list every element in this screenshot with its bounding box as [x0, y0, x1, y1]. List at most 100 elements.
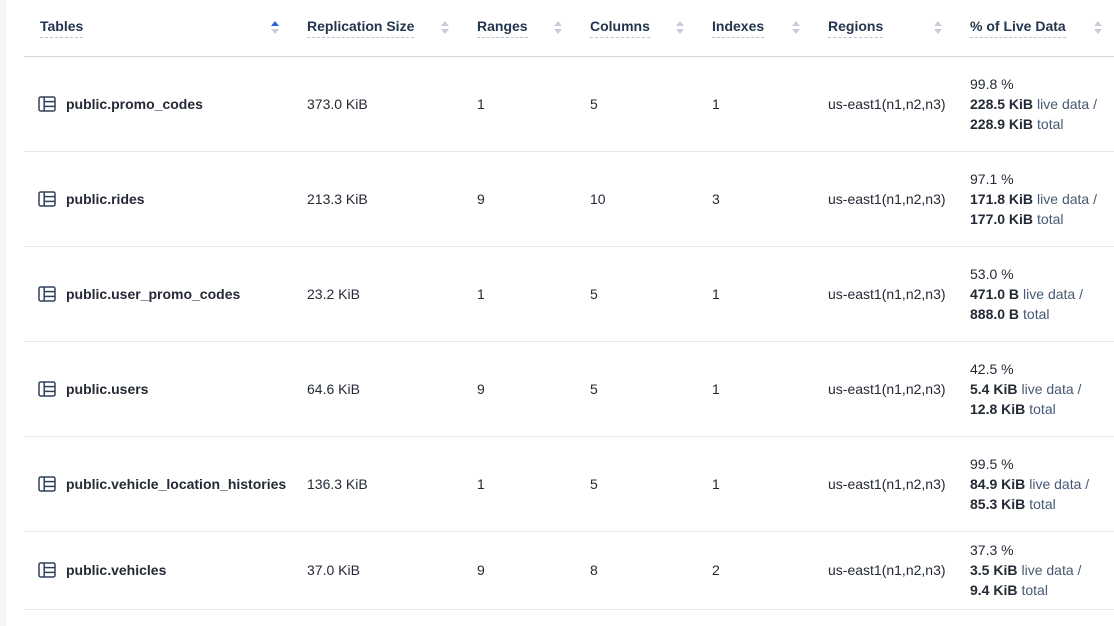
table-name-link[interactable]: public.user_promo_codes — [66, 285, 241, 302]
col-header-tables[interactable]: Tables — [24, 0, 307, 57]
tables-table: Tables Replication Size Ranges — [24, 0, 1114, 610]
sort-arrows-icon[interactable] — [934, 21, 942, 35]
indexes-cell: 1 — [712, 56, 828, 152]
live-data-cell: 97.1 % 171.8 KiB live data / 177.0 KiB tot… — [970, 151, 1114, 247]
col-header-live-data[interactable]: % of Live Data — [970, 0, 1114, 57]
regions-cell: us-east1(n1,n2,n3) — [828, 531, 970, 610]
total-size-line: 12.8 KiB total — [970, 400, 1056, 417]
table-name-link[interactable]: public.rides — [66, 190, 145, 207]
total-size-line: 85.3 KiB total — [970, 495, 1056, 512]
live-data-percent: 99.8 % — [970, 75, 1014, 92]
table-name-cell: public.rides — [24, 151, 307, 247]
live-data-cell: 99.5 % 84.9 KiB live data / 85.3 KiB total — [970, 436, 1114, 532]
live-data-percent: 37.3 % — [970, 542, 1014, 558]
live-data-cell: 37.3 % 3.5 KiB live data / 9.4 KiB total — [970, 531, 1114, 610]
indexes-cell: 1 — [712, 246, 828, 342]
col-header-label[interactable]: % of Live Data — [970, 18, 1066, 38]
regions-cell: us-east1(n1,n2,n3) — [828, 56, 970, 152]
live-data-size-line: 228.5 KiB live data / — [970, 95, 1097, 112]
col-header-replication-size[interactable]: Replication Size — [307, 0, 477, 57]
sort-arrows-icon[interactable] — [441, 21, 449, 35]
indexes-cell: 2 — [712, 531, 828, 610]
columns-cell: 5 — [590, 56, 712, 152]
columns-cell: 5 — [590, 436, 712, 532]
columns-cell: 5 — [590, 246, 712, 342]
col-header-label[interactable]: Columns — [590, 18, 650, 38]
table-grid-icon — [38, 285, 56, 303]
table-row[interactable]: public.vehicles 37.0 KiB 9 8 2 us-east1(… — [24, 531, 1114, 610]
live-data-size-line: 5.4 KiB live data / — [970, 380, 1082, 397]
columns-cell: 5 — [590, 341, 712, 437]
table-name-cell: public.vehicle_location_histories — [24, 436, 307, 532]
ranges-cell: 9 — [477, 151, 590, 247]
live-data-percent: 97.1 % — [970, 170, 1014, 187]
col-header-label[interactable]: Ranges — [477, 18, 528, 38]
columns-cell: 8 — [590, 531, 712, 610]
ranges-cell: 1 — [477, 56, 590, 152]
table-name-cell: public.vehicles — [24, 531, 307, 610]
table-grid-icon — [38, 475, 56, 493]
table-row[interactable]: public.vehicle_location_histories 136.3 … — [24, 436, 1114, 532]
table-row[interactable]: public.user_promo_codes 23.2 KiB 1 5 1 u… — [24, 246, 1114, 342]
col-header-label[interactable]: Tables — [40, 18, 84, 38]
table-grid-icon — [38, 190, 56, 208]
col-header-label[interactable]: Replication Size — [307, 18, 415, 38]
sort-arrows-icon[interactable] — [792, 21, 800, 35]
live-data-size-line: 84.9 KiB live data / — [970, 475, 1090, 492]
indexes-cell: 3 — [712, 151, 828, 247]
ranges-cell: 1 — [477, 246, 590, 342]
table-header-row: Tables Replication Size Ranges — [24, 0, 1114, 57]
replication-size-cell: 64.6 KiB — [307, 341, 477, 437]
live-data-percent: 53.0 % — [970, 265, 1014, 282]
col-header-label[interactable]: Indexes — [712, 18, 765, 38]
col-header-regions[interactable]: Regions — [828, 0, 970, 57]
replication-size-cell: 37.0 KiB — [307, 531, 477, 610]
indexes-cell: 1 — [712, 436, 828, 532]
ranges-cell: 9 — [477, 531, 590, 610]
table-body: public.promo_codes 373.0 KiB 1 5 1 us-ea… — [24, 56, 1114, 610]
sort-arrows-icon[interactable] — [1094, 21, 1102, 35]
col-header-label[interactable]: Regions — [828, 18, 884, 38]
table-name-cell: public.promo_codes — [24, 56, 307, 152]
table-name-cell: public.user_promo_codes — [24, 246, 307, 342]
table-name-link[interactable]: public.promo_codes — [66, 95, 203, 112]
indexes-cell: 1 — [712, 341, 828, 437]
ranges-cell: 9 — [477, 341, 590, 437]
table-grid-icon — [38, 380, 56, 398]
regions-cell: us-east1(n1,n2,n3) — [828, 436, 970, 532]
live-data-cell: 42.5 % 5.4 KiB live data / 12.8 KiB total — [970, 341, 1114, 437]
live-data-size-line: 171.8 KiB live data / — [970, 190, 1097, 207]
total-size-line: 177.0 KiB total — [970, 210, 1064, 227]
sort-arrows-icon[interactable] — [271, 21, 279, 35]
table-name-link[interactable]: public.vehicles — [66, 562, 167, 578]
total-size-line: 228.9 KiB total — [970, 115, 1064, 132]
table-row[interactable]: public.promo_codes 373.0 KiB 1 5 1 us-ea… — [24, 56, 1114, 152]
live-data-percent: 42.5 % — [970, 360, 1014, 377]
replication-size-cell: 213.3 KiB — [307, 151, 477, 247]
col-header-ranges[interactable]: Ranges — [477, 0, 590, 57]
col-header-columns[interactable]: Columns — [590, 0, 712, 57]
table-grid-icon — [38, 561, 56, 579]
regions-cell: us-east1(n1,n2,n3) — [828, 341, 970, 437]
replication-size-cell: 136.3 KiB — [307, 436, 477, 532]
table-row[interactable]: public.users 64.6 KiB 9 5 1 us-east1(n1,… — [24, 341, 1114, 437]
live-data-cell: 99.8 % 228.5 KiB live data / 228.9 KiB tot… — [970, 56, 1114, 152]
sort-arrows-icon[interactable] — [554, 21, 562, 35]
ranges-cell: 1 — [477, 436, 590, 532]
replication-size-cell: 373.0 KiB — [307, 56, 477, 152]
page-left-gutter — [0, 0, 6, 626]
total-size-line: 9.4 KiB total — [970, 582, 1048, 598]
replication-size-cell: 23.2 KiB — [307, 246, 477, 342]
sort-arrows-icon[interactable] — [676, 21, 684, 35]
regions-cell: us-east1(n1,n2,n3) — [828, 151, 970, 247]
columns-cell: 10 — [590, 151, 712, 247]
regions-cell: us-east1(n1,n2,n3) — [828, 246, 970, 342]
col-header-indexes[interactable]: Indexes — [712, 0, 828, 57]
table-row[interactable]: public.rides 213.3 KiB 9 10 3 us-east1(n… — [24, 151, 1114, 247]
table-name-link[interactable]: public.users — [66, 380, 149, 397]
table-name-link[interactable]: public.vehicle_location_histories — [66, 475, 287, 492]
